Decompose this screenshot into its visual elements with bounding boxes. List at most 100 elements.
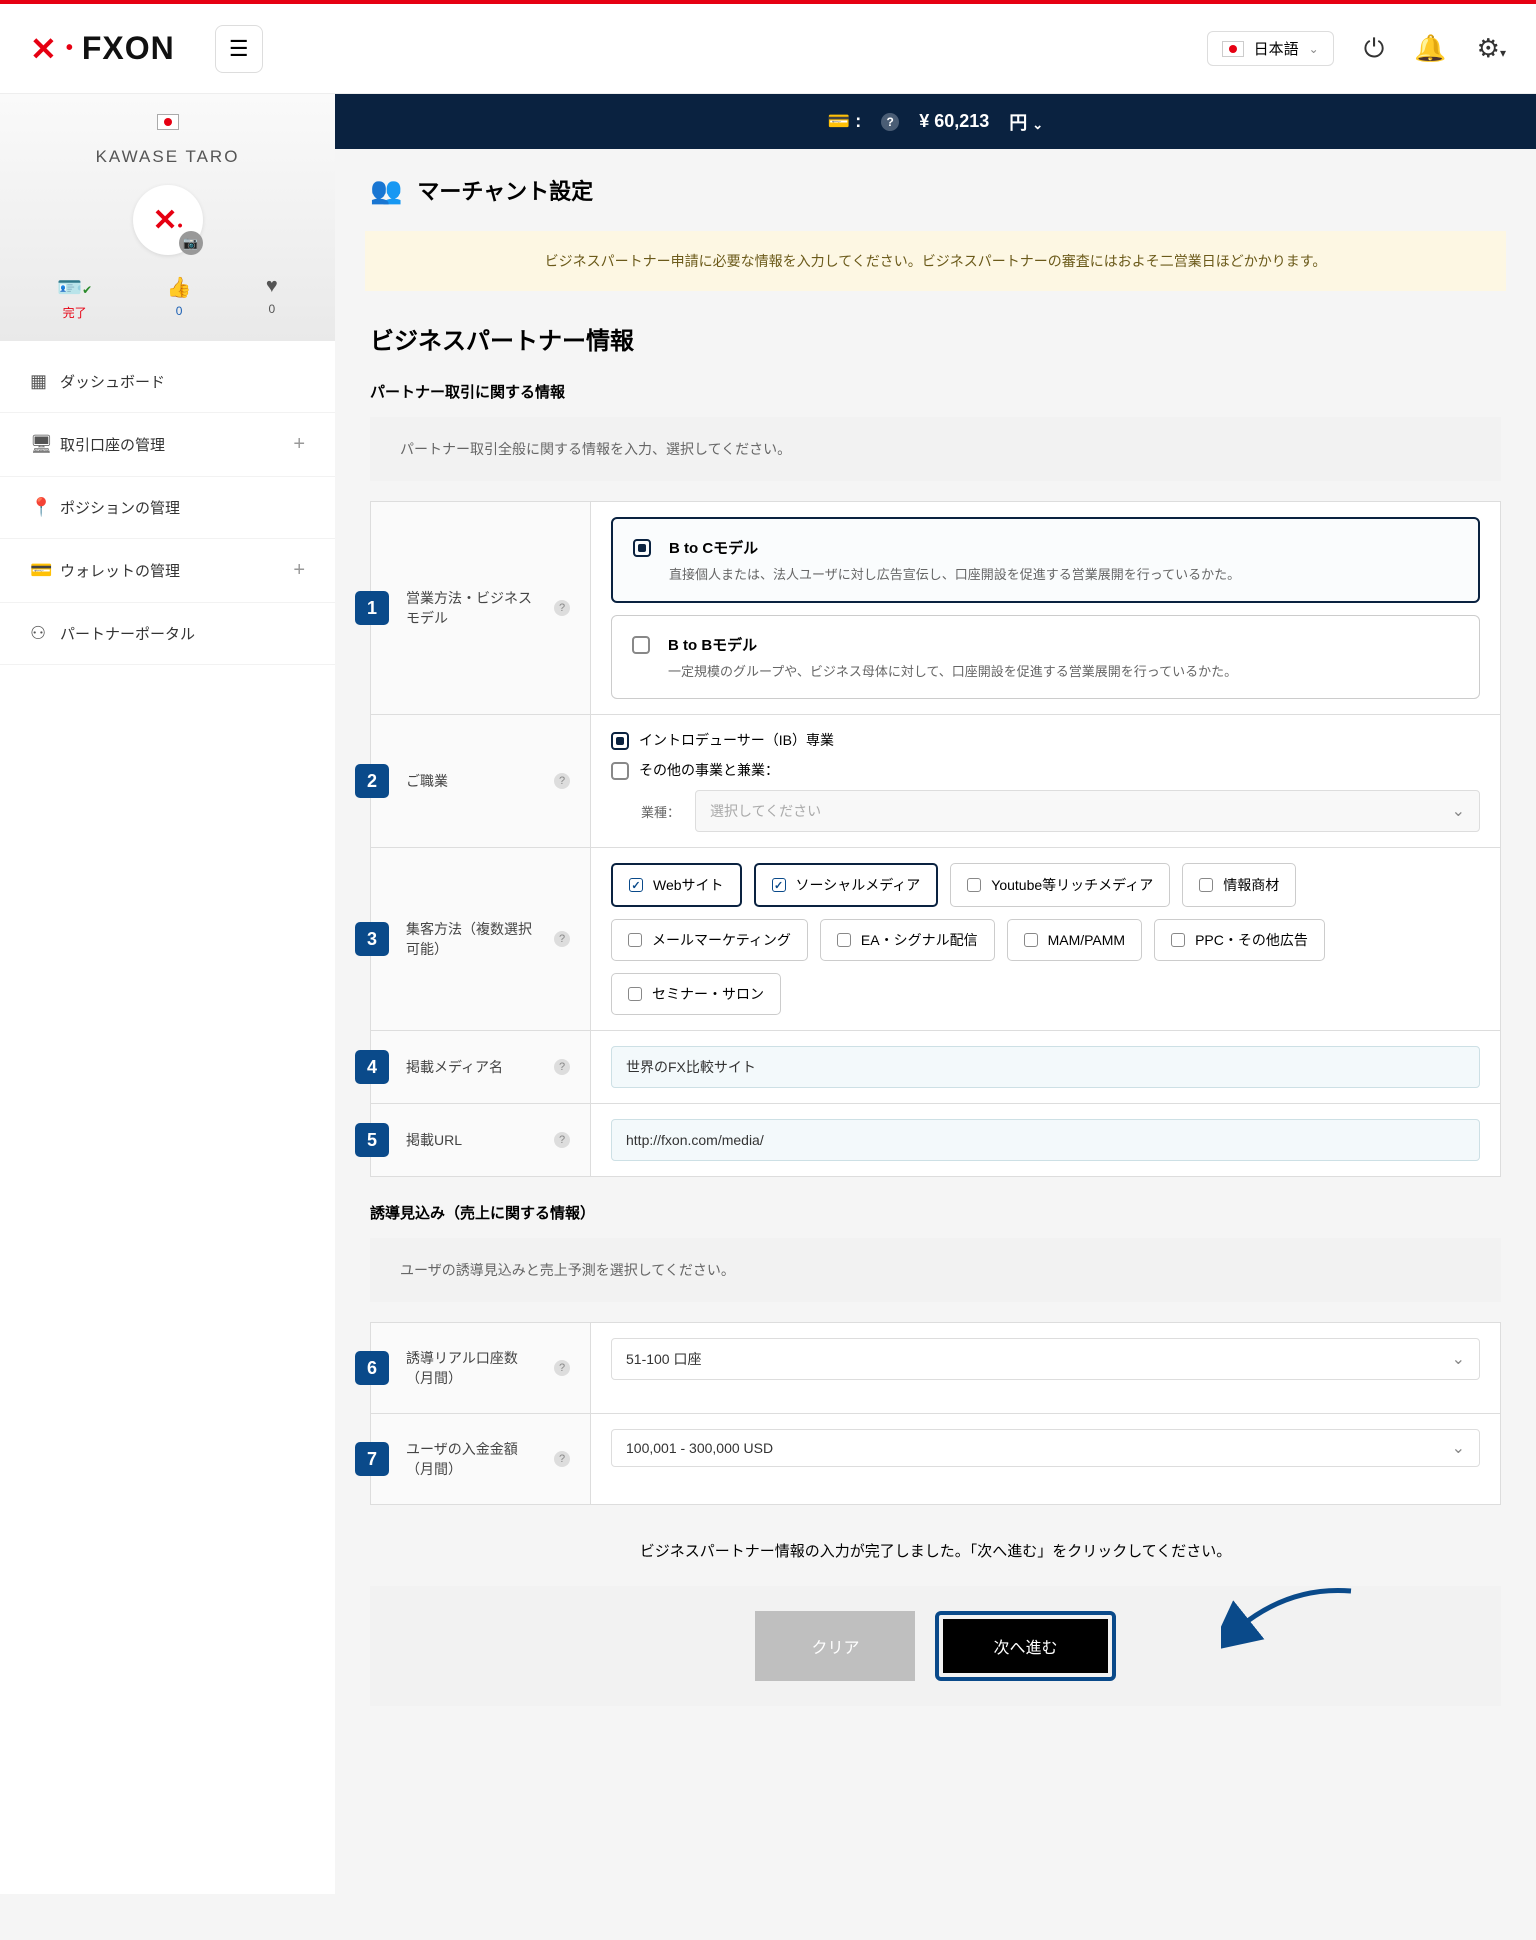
monitor-icon: 🖥 bbox=[30, 434, 60, 455]
accounts-select[interactable]: 51-100 口座 bbox=[611, 1338, 1480, 1380]
step-badge: 5 bbox=[355, 1123, 389, 1157]
field-label: 営業方法・ビジネスモデル bbox=[406, 588, 544, 628]
method-chip[interactable]: 情報商材 bbox=[1182, 863, 1296, 907]
media-url-input[interactable] bbox=[611, 1119, 1480, 1161]
step-badge: 7 bbox=[355, 1442, 389, 1476]
gear-icon[interactable]: ⚙▾ bbox=[1477, 33, 1506, 64]
stat-complete[interactable]: 🪪✔ 完了 bbox=[57, 275, 92, 321]
subsection-title: パートナー取引に関する情報 bbox=[370, 381, 1501, 402]
stat-thumb[interactable]: 👍 0 bbox=[167, 275, 192, 321]
model-btoc-card[interactable]: B to Cモデル 直接個人または、法人ユーザに対し広告宣伝し、口座開設を促進す… bbox=[611, 517, 1480, 603]
occupation-ib-option[interactable]: イントロデューサー（IB）専業 bbox=[611, 730, 1480, 750]
sitemap-icon: ⚇ bbox=[30, 623, 60, 644]
checkbox-icon bbox=[629, 878, 643, 892]
page-title: マーチャント設定 bbox=[417, 174, 593, 206]
field-label: ユーザの入金金額（月間） bbox=[406, 1439, 544, 1479]
method-chip[interactable]: PPC・その他広告 bbox=[1154, 919, 1325, 961]
field-label: ご職業 bbox=[406, 771, 448, 791]
method-chip[interactable]: MAM/PAMM bbox=[1007, 919, 1143, 961]
camera-icon[interactable]: 📷 bbox=[179, 231, 203, 255]
balance-bar: 💳 : ? ¥ 60,213 円 ⌄ bbox=[335, 94, 1536, 149]
step-badge: 6 bbox=[355, 1351, 389, 1385]
method-chip[interactable]: Youtube等リッチメディア bbox=[950, 863, 1170, 907]
language-label: 日本語 bbox=[1254, 38, 1299, 59]
field-label: 集客方法（複数選択可能） bbox=[406, 919, 544, 959]
completion-text: ビジネスパートナー情報の入力が完了しました。「次へ進む」をクリックしてください。 bbox=[335, 1540, 1536, 1561]
checkbox-icon bbox=[633, 539, 651, 557]
flag-jp-icon bbox=[1222, 41, 1244, 57]
sidebar: KAWASE TARO ✕• 📷 🪪✔ 完了 👍 0 ♥ 0 bbox=[0, 94, 335, 1894]
media-name-input[interactable] bbox=[611, 1046, 1480, 1088]
plus-icon[interactable]: + bbox=[293, 559, 305, 582]
language-selector[interactable]: 日本語 ⌄ bbox=[1207, 31, 1334, 66]
clear-button[interactable]: クリア bbox=[755, 1611, 915, 1681]
checkbox-icon bbox=[1171, 933, 1185, 947]
balance-amount: ¥ 60,213 bbox=[919, 111, 989, 132]
next-button-highlight: 次へ進む bbox=[935, 1611, 1115, 1681]
checkbox-icon bbox=[611, 732, 629, 750]
industry-label: 業種： bbox=[641, 802, 680, 821]
pin-icon: 📍 bbox=[30, 497, 60, 518]
field-label: 掲載URL bbox=[406, 1130, 462, 1150]
checkbox-icon bbox=[837, 933, 851, 947]
help-icon[interactable]: ? bbox=[554, 600, 570, 616]
help-icon[interactable]: ? bbox=[554, 773, 570, 789]
logo[interactable]: ✕•FXON bbox=[30, 30, 175, 68]
info-box: パートナー取引全般に関する情報を入力、選択してください。 bbox=[370, 417, 1501, 481]
arrow-annotation bbox=[1221, 1581, 1361, 1651]
checkbox-icon bbox=[611, 762, 629, 780]
help-icon[interactable]: ? bbox=[554, 1132, 570, 1148]
section-title: ビジネスパートナー情報 bbox=[370, 321, 1501, 356]
checkbox-icon bbox=[628, 987, 642, 1001]
checkbox-icon bbox=[632, 636, 650, 654]
sidebar-item-accounts[interactable]: 🖥 取引口座の管理 + bbox=[0, 413, 335, 477]
field-label: 誘導リアル口座数（月間） bbox=[406, 1348, 544, 1388]
sidebar-item-dashboard[interactable]: ▦ ダッシュボード bbox=[0, 351, 335, 413]
balance-currency: 円 ⌄ bbox=[1009, 109, 1043, 135]
checkbox-icon bbox=[1199, 878, 1213, 892]
stat-heart[interactable]: ♥ 0 bbox=[266, 275, 278, 321]
sidebar-item-positions[interactable]: 📍 ポジションの管理 bbox=[0, 477, 335, 539]
method-chip[interactable]: EA・シグナル配信 bbox=[820, 919, 995, 961]
menu-toggle-button[interactable]: ☰ bbox=[215, 25, 263, 73]
help-icon[interactable]: ? bbox=[554, 931, 570, 947]
subsection-title: 誘導見込み（売上に関する情報） bbox=[370, 1202, 1501, 1223]
method-chip[interactable]: メールマーケティング bbox=[611, 919, 808, 961]
avatar[interactable]: ✕• 📷 bbox=[133, 185, 203, 255]
plus-icon[interactable]: + bbox=[293, 433, 305, 456]
deposit-select[interactable]: 100,001 - 300,000 USD bbox=[611, 1429, 1480, 1467]
model-btob-card[interactable]: B to Bモデル 一定規模のグループや、ビジネス母体に対して、口座開設を促進す… bbox=[611, 615, 1480, 699]
method-chip[interactable]: セミナー・サロン bbox=[611, 973, 781, 1015]
help-icon[interactable]: ? bbox=[881, 113, 899, 131]
checkbox-icon bbox=[1024, 933, 1038, 947]
help-icon[interactable]: ? bbox=[554, 1360, 570, 1376]
flag-jp-icon bbox=[157, 114, 179, 130]
step-badge: 1 bbox=[355, 591, 389, 625]
help-icon[interactable]: ? bbox=[554, 1059, 570, 1075]
wallet-icon: 💳 bbox=[30, 560, 60, 581]
sidebar-item-partner[interactable]: ⚇ パートナーポータル bbox=[0, 603, 335, 665]
industry-select[interactable]: 選択してください bbox=[695, 790, 1480, 832]
next-button[interactable]: 次へ進む bbox=[943, 1619, 1107, 1673]
step-badge: 3 bbox=[355, 922, 389, 956]
sidebar-item-wallet[interactable]: 💳 ウォレットの管理 + bbox=[0, 539, 335, 603]
method-chip[interactable]: ソーシャルメディア bbox=[754, 863, 939, 907]
field-label: 掲載メディア名 bbox=[406, 1057, 503, 1077]
checkbox-icon bbox=[967, 878, 981, 892]
info-box: ユーザの誘導見込みと売上予測を選択してください。 bbox=[370, 1238, 1501, 1302]
notice-banner: ビジネスパートナー申請に必要な情報を入力してください。ビジネスパートナーの審査に… bbox=[365, 231, 1506, 291]
checkbox-icon bbox=[772, 878, 786, 892]
chevron-down-icon: ⌄ bbox=[1309, 42, 1319, 56]
checkbox-icon bbox=[628, 933, 642, 947]
grid-icon: ▦ bbox=[30, 371, 60, 392]
power-icon[interactable]: ⏻ bbox=[1364, 33, 1385, 65]
profile-name: KAWASE TARO bbox=[20, 147, 315, 167]
step-badge: 2 bbox=[355, 764, 389, 798]
help-icon[interactable]: ? bbox=[554, 1451, 570, 1467]
wallet-icon: 💳 : bbox=[828, 111, 861, 132]
bell-icon[interactable]: 🔔 bbox=[1414, 33, 1446, 64]
users-icon: 👥 bbox=[370, 175, 402, 206]
occupation-other-option[interactable]: その他の事業と兼業： bbox=[611, 760, 1480, 780]
method-chip[interactable]: Webサイト bbox=[611, 863, 742, 907]
step-badge: 4 bbox=[355, 1050, 389, 1084]
